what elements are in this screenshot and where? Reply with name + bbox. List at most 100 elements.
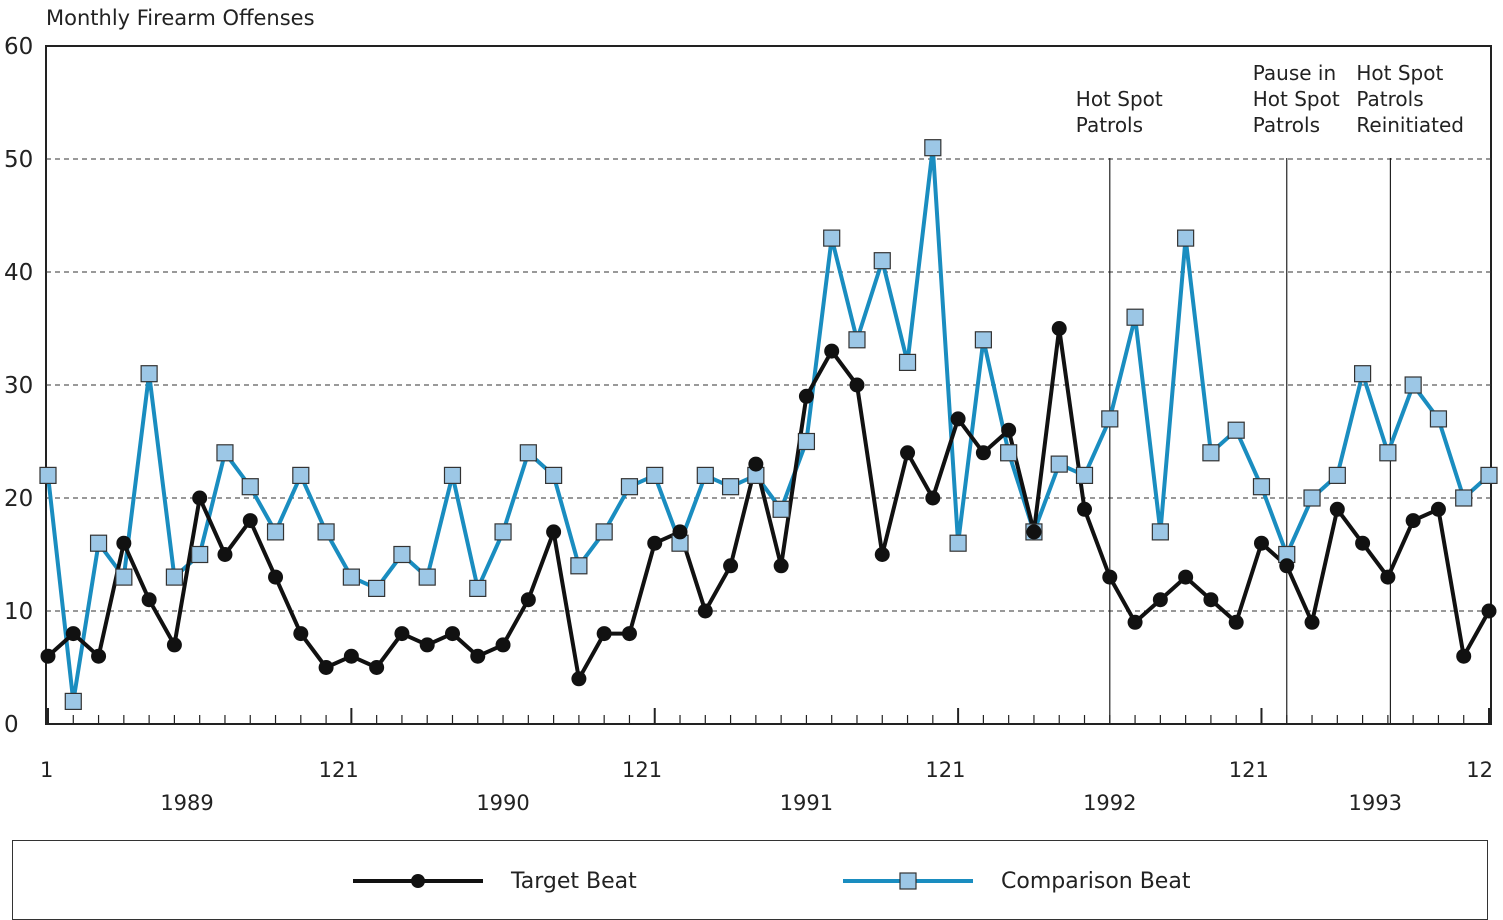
- comparison-beat-point: [646, 466, 664, 484]
- annotation-text: Hot Spot: [1253, 87, 1340, 111]
- target-beat-point: [621, 626, 637, 642]
- target-beat-point: [546, 524, 562, 540]
- comparison-beat-point: [848, 331, 866, 349]
- comparison-beat-point: [1455, 489, 1473, 507]
- target-beat-point: [141, 592, 157, 608]
- target-beat-point: [647, 535, 663, 551]
- comparison-beat-point: [292, 466, 310, 484]
- y-axis-label: Monthly Firearm Offenses: [46, 6, 315, 30]
- comparison-beat-point: [620, 478, 639, 496]
- target-beat-point: [242, 513, 258, 529]
- comparison-beat-point: [1328, 466, 1346, 484]
- comparison-beat-point: [797, 432, 816, 451]
- target-beat-point: [849, 377, 865, 393]
- target-beat-point: [1430, 501, 1446, 517]
- comparison-beat-point: [595, 523, 613, 541]
- y-tick-label: 40: [4, 260, 33, 286]
- comparison-beat-point: [39, 466, 57, 484]
- target-beat-point: [1127, 614, 1143, 630]
- year-label: 1991: [780, 791, 833, 815]
- legend-label-comparison: Comparison Beat: [1001, 868, 1191, 894]
- target-beat-point: [419, 637, 435, 653]
- y-tick-label: 0: [4, 712, 19, 738]
- comparison-beat-point: [1050, 455, 1068, 473]
- comparison-beat-point: [1000, 444, 1018, 462]
- target-beat-point: [1481, 603, 1497, 619]
- comparison-beat-point: [64, 692, 82, 711]
- target-beat-point: [65, 626, 81, 642]
- y-tick-label: 10: [4, 599, 33, 625]
- target-beat-point: [798, 388, 814, 404]
- target-beat-point: [773, 558, 789, 574]
- comparison-beat-point: [469, 579, 487, 598]
- y-tick-label: 20: [4, 486, 33, 512]
- target-beat-point: [950, 411, 966, 427]
- target-beat-point: [40, 648, 56, 664]
- annotation-text: Patrols: [1253, 113, 1320, 137]
- target-beat-point: [748, 456, 764, 472]
- target-beat-point: [1279, 558, 1295, 574]
- annotation-text: Pause in: [1253, 61, 1336, 85]
- target-beat-point: [1228, 614, 1244, 630]
- comparison-beat-point: [140, 365, 158, 383]
- comparison-beat-point: [1303, 489, 1321, 507]
- target-beat-point: [1178, 569, 1194, 585]
- target-beat-point: [723, 558, 739, 574]
- legend-item-target: Target Beat: [353, 861, 637, 901]
- comparison-beat-point: [443, 466, 462, 484]
- legend-item-comparison: Comparison Beat: [843, 861, 1190, 901]
- target-beat-point: [1001, 422, 1017, 438]
- year-label: 1990: [476, 791, 529, 815]
- target-beat-point: [874, 547, 890, 562]
- legend-swatch-comparison: [843, 872, 973, 890]
- target-beat-point: [697, 603, 713, 619]
- comparison-beat-point: [1202, 444, 1220, 462]
- comparison-beat-point: [393, 545, 411, 564]
- target-beat-point: [1380, 569, 1396, 585]
- x-tick-label: 1: [40, 758, 53, 782]
- comparison-beat-point: [570, 557, 588, 575]
- y-tick-label: 60: [4, 34, 33, 60]
- comparison-beat-point: [494, 523, 512, 541]
- annotation-text: Patrols: [1356, 87, 1423, 111]
- target-beat-point: [318, 660, 334, 675]
- target-beat-point: [925, 490, 941, 506]
- target-beat-point: [1102, 569, 1118, 585]
- comparison-beat-point: [89, 534, 108, 552]
- comparison-beat-line: [46, 145, 1491, 704]
- comparison-beat-point: [873, 252, 891, 270]
- comparison-beat-point: [1480, 466, 1498, 484]
- target-beat-line: [46, 326, 1491, 681]
- target-beat-point: [1456, 648, 1472, 664]
- target-beat-point: [192, 490, 208, 506]
- annotation-text: Hot Spot: [1356, 61, 1443, 85]
- comparison-beat-point: [1126, 308, 1144, 326]
- target-beat-point: [1304, 614, 1320, 630]
- x-tick-label: 121: [319, 758, 359, 782]
- comparison-beat-point: [216, 444, 234, 462]
- comparison-beat-point: [1151, 523, 1169, 541]
- comparison-beat-point: [1177, 229, 1195, 247]
- target-beat-point: [217, 547, 233, 562]
- target-beat-point: [343, 648, 359, 664]
- comparison-beat-point: [342, 568, 360, 586]
- comparison-beat-point: [696, 466, 714, 484]
- comparison-beat-point: [823, 229, 841, 247]
- comparison-beat-point: [1075, 466, 1094, 484]
- comparison-beat-point: [949, 534, 967, 552]
- annotation-text: Hot Spot: [1076, 87, 1163, 111]
- target-beat-point: [1026, 524, 1042, 540]
- year-label: 1989: [160, 791, 213, 815]
- target-beat-point: [268, 569, 284, 585]
- x-tick-label: 12: [1466, 758, 1493, 782]
- comparison-beat-point: [368, 579, 386, 598]
- target-beat-point: [116, 535, 132, 551]
- comparison-beat-point: [1101, 410, 1119, 428]
- comparison-beat-point: [1227, 421, 1245, 439]
- y-tick-label: 50: [4, 147, 33, 173]
- target-beat-point: [444, 626, 460, 642]
- target-beat-point: [520, 592, 536, 608]
- comparison-beat-point: [1379, 444, 1397, 462]
- target-beat-point: [1355, 535, 1371, 551]
